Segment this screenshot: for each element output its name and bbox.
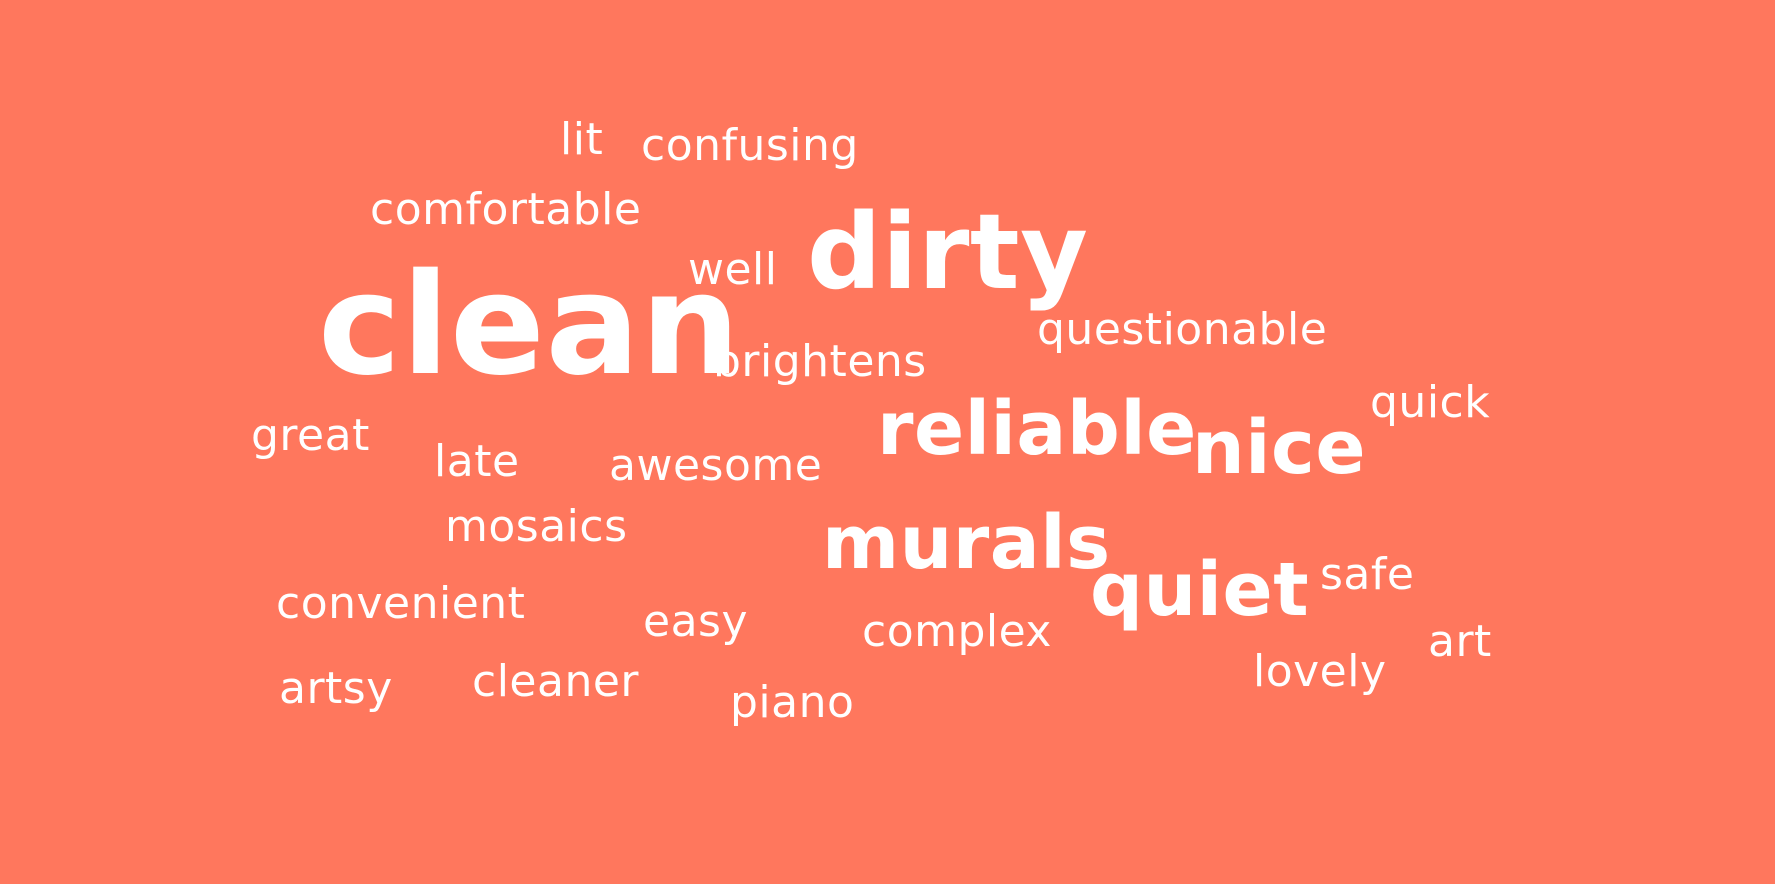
word-nice: nice bbox=[1192, 405, 1367, 491]
word-cleaner: cleaner bbox=[472, 656, 639, 707]
word-quick: quick bbox=[1370, 377, 1491, 428]
word-safe: safe bbox=[1320, 549, 1415, 600]
word-convenient: convenient bbox=[276, 578, 526, 629]
word-awesome: awesome bbox=[609, 440, 823, 491]
word-piano: piano bbox=[730, 677, 855, 728]
word-reliable: reliable bbox=[877, 386, 1197, 472]
word-artsy: artsy bbox=[279, 663, 393, 714]
word-late: late bbox=[434, 436, 520, 487]
word-brightens: brightens bbox=[713, 336, 927, 387]
word-art: art bbox=[1428, 616, 1492, 667]
word-confusing: confusing bbox=[641, 120, 859, 171]
word-great: great bbox=[251, 410, 370, 461]
word-clean: clean bbox=[318, 244, 741, 407]
word-lovely: lovely bbox=[1253, 646, 1387, 697]
word-complex: complex bbox=[862, 606, 1052, 657]
word-questionable: questionable bbox=[1037, 304, 1328, 355]
word-murals: murals bbox=[822, 500, 1111, 586]
word-quiet: quiet bbox=[1090, 547, 1310, 633]
word-comfortable: comfortable bbox=[370, 184, 642, 235]
word-dirty: dirty bbox=[807, 191, 1089, 313]
word-lit: lit bbox=[560, 114, 604, 165]
word-well: well bbox=[688, 244, 778, 295]
word-mosaics: mosaics bbox=[445, 501, 628, 552]
word-easy: easy bbox=[643, 596, 748, 647]
